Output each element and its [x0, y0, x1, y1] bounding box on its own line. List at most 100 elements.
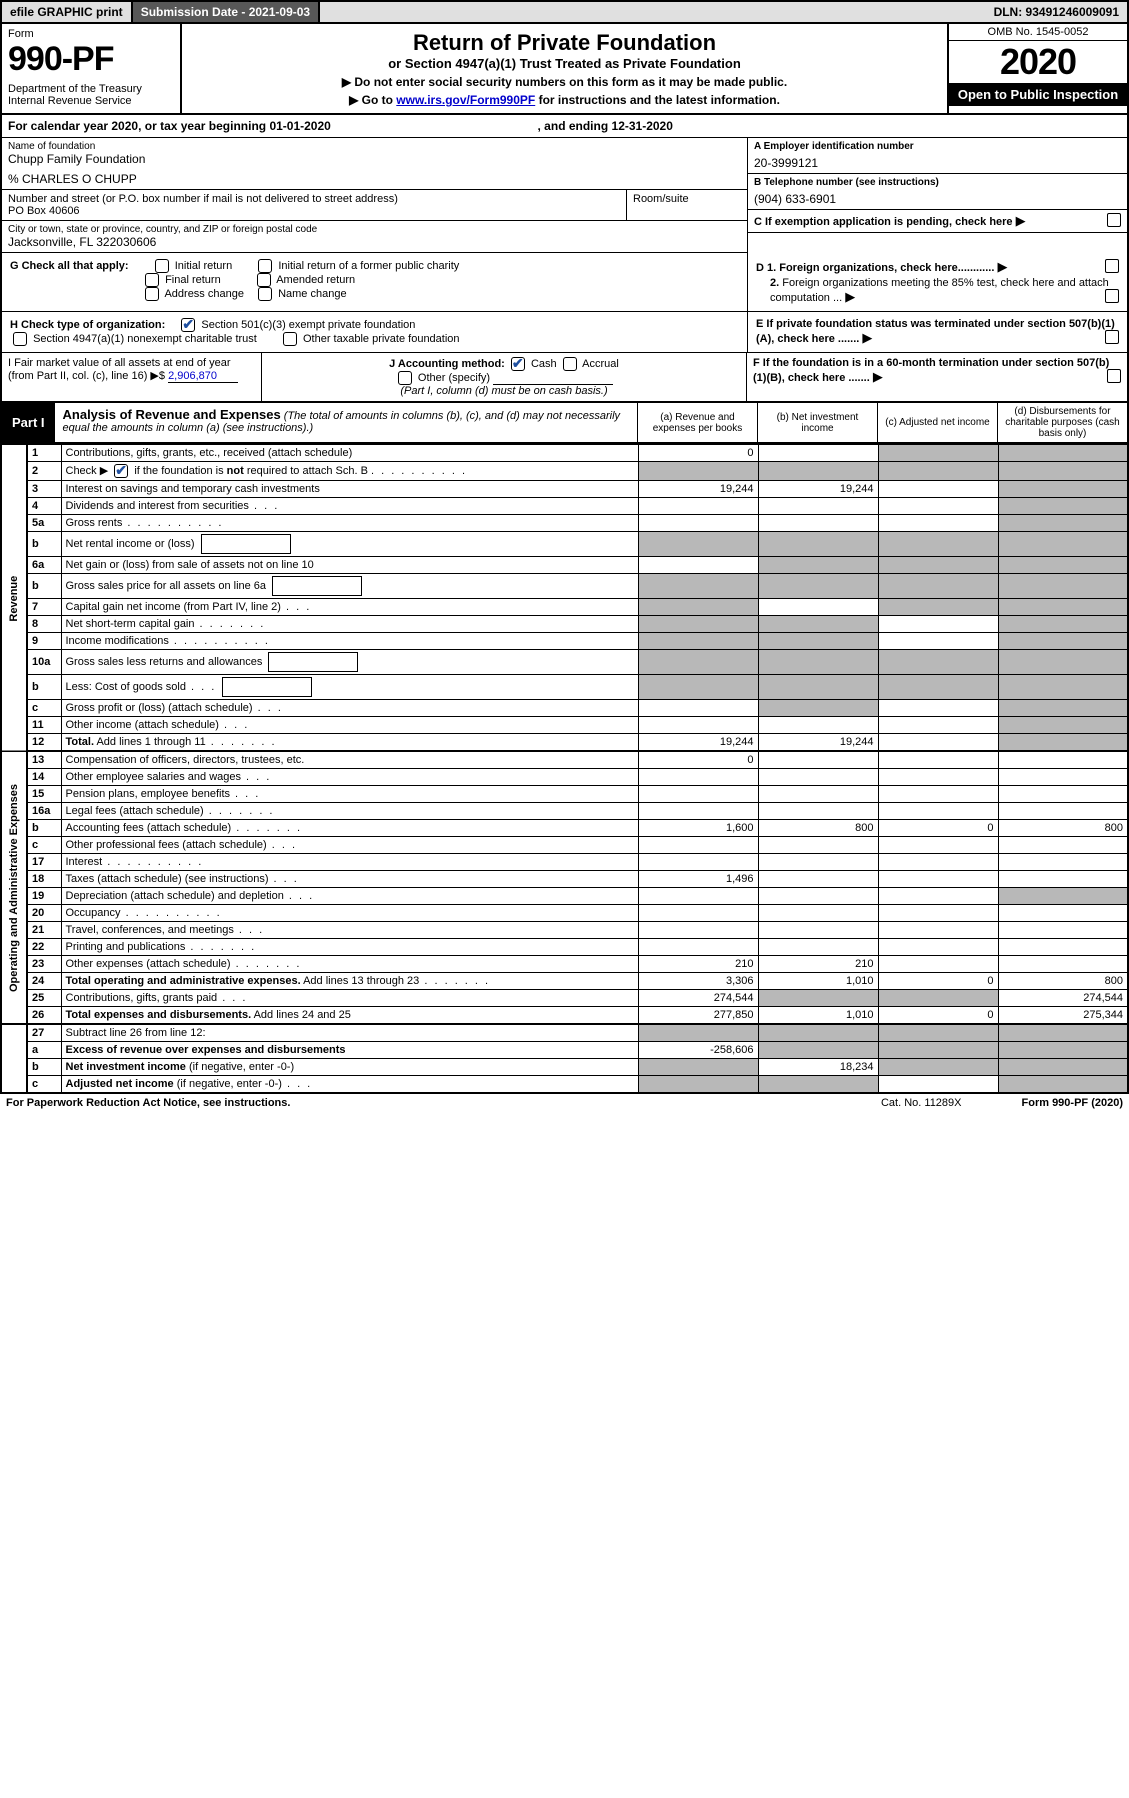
table-row: 19Depreciation (attach schedule) and dep… [1, 888, 1128, 905]
line-desc: Excess of revenue over expenses and disb… [61, 1042, 638, 1059]
cell [998, 532, 1128, 557]
cell: 274,544 [998, 990, 1128, 1007]
cell [638, 888, 758, 905]
calyear-end: , and ending 12-31-2020 [538, 119, 673, 133]
other-taxable-checkbox[interactable] [283, 332, 297, 346]
e-checkbox[interactable] [1105, 330, 1119, 344]
final-return-checkbox[interactable] [145, 273, 159, 287]
cell [998, 1076, 1128, 1094]
inline-field[interactable] [222, 677, 312, 697]
cell: 19,244 [758, 481, 878, 498]
line-desc: Other employee salaries and wages [61, 769, 638, 786]
other-method-checkbox[interactable] [398, 371, 412, 385]
line-number: 20 [27, 905, 61, 922]
department-label: Department of the TreasuryInternal Reven… [8, 83, 174, 107]
calyear-begin: For calendar year 2020, or tax year begi… [8, 119, 331, 133]
line-number: b [27, 1059, 61, 1076]
cell [638, 717, 758, 734]
top-bar: efile GRAPHIC print Submission Date - 20… [0, 0, 1129, 24]
cell [758, 498, 878, 515]
schb-checkbox[interactable] [114, 464, 128, 478]
form-header: Form 990-PF Department of the TreasuryIn… [0, 24, 1129, 115]
inline-field[interactable] [272, 576, 362, 596]
g-d-row: G Check all that apply: Initial return I… [0, 253, 1129, 312]
cell [758, 515, 878, 532]
cell: 0 [878, 973, 998, 990]
table-row: cGross profit or (loss) (attach schedule… [1, 700, 1128, 717]
address-change-checkbox[interactable] [145, 287, 159, 301]
name-label: Name of foundation [8, 141, 741, 152]
501c3-checkbox[interactable] [181, 318, 195, 332]
h-other-label: Other taxable private foundation [303, 333, 460, 345]
d2-checkbox[interactable] [1105, 289, 1119, 303]
tax-year: 2020 [949, 41, 1127, 83]
f-checkbox[interactable] [1107, 369, 1121, 383]
initial-return-checkbox[interactable] [155, 259, 169, 273]
name-change-checkbox[interactable] [258, 287, 272, 301]
line-desc: Gross profit or (loss) (attach schedule) [61, 700, 638, 717]
col-b-header: (b) Net investment income [757, 403, 877, 442]
cell: 210 [638, 956, 758, 973]
cell [878, 700, 998, 717]
cell: 0 [878, 820, 998, 837]
calendar-year-row: For calendar year 2020, or tax year begi… [0, 115, 1129, 138]
line-number: 7 [27, 599, 61, 616]
table-row: 6aNet gain or (loss) from sale of assets… [1, 557, 1128, 574]
line-desc: Net rental income or (loss) [61, 532, 638, 557]
line-desc: Total. Add lines 1 through 11 [61, 734, 638, 752]
cell [998, 650, 1128, 675]
cell: 210 [758, 956, 878, 973]
efile-label[interactable]: efile GRAPHIC print [2, 2, 133, 22]
header-center: Return of Private Foundation or Section … [182, 24, 947, 113]
cell [998, 837, 1128, 854]
irs-link[interactable]: www.irs.gov/Form990PF [396, 93, 535, 107]
cell [758, 922, 878, 939]
cell [758, 675, 878, 700]
g-opt-2: Final return [165, 274, 221, 286]
cell: 0 [638, 445, 758, 462]
cell [998, 871, 1128, 888]
cell: 1,600 [638, 820, 758, 837]
line-number: c [27, 837, 61, 854]
cell [638, 769, 758, 786]
inline-field[interactable] [268, 652, 358, 672]
table-row: 24Total operating and administrative exp… [1, 973, 1128, 990]
line-desc: Occupancy [61, 905, 638, 922]
cell [998, 515, 1128, 532]
tel-row: B Telephone number (see instructions) (9… [748, 174, 1127, 210]
city-state-zip: Jacksonville, FL 322030606 [8, 235, 741, 249]
cell [878, 956, 998, 973]
cell [758, 599, 878, 616]
goto-post: for instructions and the latest informat… [535, 93, 780, 107]
section-d: D 1. Foreign organizations, check here..… [747, 253, 1127, 311]
other-field[interactable] [493, 371, 613, 385]
table-row: 8Net short-term capital gain [1, 616, 1128, 633]
d1-checkbox[interactable] [1105, 259, 1119, 273]
initial-former-checkbox[interactable] [258, 259, 272, 273]
part1-desc: Analysis of Revenue and Expenses (The to… [55, 403, 637, 442]
line-number: a [27, 1042, 61, 1059]
4947-checkbox[interactable] [13, 332, 27, 346]
accrual-checkbox[interactable] [563, 357, 577, 371]
f-label: F If the foundation is in a 60-month ter… [753, 357, 1109, 384]
cell [638, 922, 758, 939]
amended-return-checkbox[interactable] [257, 273, 271, 287]
inline-field[interactable] [201, 534, 291, 554]
c-checkbox[interactable] [1107, 213, 1121, 227]
table-row: cAdjusted net income (if negative, enter… [1, 1076, 1128, 1094]
cell [878, 939, 998, 956]
cell [638, 574, 758, 599]
section-e: E If private foundation status was termi… [747, 312, 1127, 352]
cell [878, 498, 998, 515]
street-cell: Number and street (or P.O. box number if… [2, 190, 627, 221]
fmv-value: 2,906,870 [168, 370, 238, 383]
table-row: 22Printing and publications [1, 939, 1128, 956]
section-h: H Check type of organization: Section 50… [2, 312, 747, 352]
g-label: G Check all that apply: [10, 260, 129, 272]
cash-checkbox[interactable] [511, 357, 525, 371]
line-desc: Travel, conferences, and meetings [61, 922, 638, 939]
form-subtitle: or Section 4947(a)(1) Trust Treated as P… [188, 56, 941, 71]
line-number: 14 [27, 769, 61, 786]
table-row: 25Contributions, gifts, grants paid274,5… [1, 990, 1128, 1007]
cell: 1,010 [758, 973, 878, 990]
